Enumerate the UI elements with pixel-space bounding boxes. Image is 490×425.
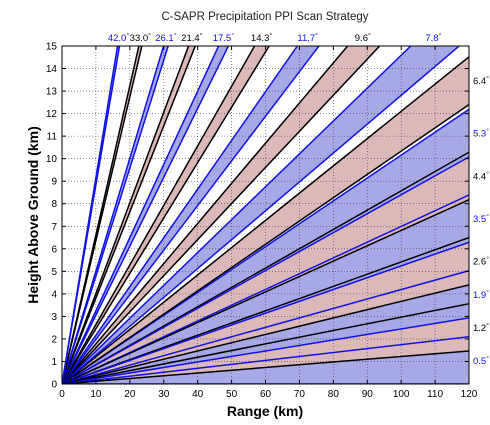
elevation-label-11.7: 11.7°	[297, 32, 318, 44]
beam-edge-6.4-upper	[62, 55, 469, 384]
beam-edge-3.5-lower	[62, 241, 469, 384]
y-tick-label: 4	[51, 289, 57, 300]
beam-edge-6.4-lower	[62, 103, 469, 384]
y-tick-label: 2	[51, 334, 57, 345]
elevation-label-3.5: 3.5°	[473, 213, 489, 225]
elevation-label-6.4: 6.4°	[473, 75, 489, 87]
beam-edge-7.8-lower	[62, 46, 461, 384]
y-tick-label: 10	[46, 154, 58, 165]
beam-edge-0.5-upper	[62, 336, 469, 384]
elevation-label-14.3: 14.3°	[251, 32, 273, 44]
degree-symbol: °	[126, 32, 129, 40]
x-tick-label: 50	[226, 389, 238, 400]
beam-edge-1.2-upper	[62, 302, 469, 384]
beam-edge-3.5-upper	[62, 194, 469, 384]
beam-edge-4.4-lower	[62, 198, 469, 384]
x-tick-label: 30	[158, 389, 170, 400]
y-tick-label: 5	[51, 267, 57, 278]
degree-symbol: °	[486, 128, 489, 136]
x-tick-label: 100	[393, 389, 410, 400]
y-axis-title: Height Above Ground (km)	[25, 126, 41, 304]
x-tick-label: 110	[427, 389, 443, 400]
x-tick-label: 80	[328, 389, 340, 400]
elevation-label-0.5: 0.5°	[473, 355, 489, 367]
beam-edge-1.2-lower	[62, 350, 469, 384]
degree-symbol: °	[368, 32, 371, 40]
x-tick-label: 20	[124, 389, 136, 400]
elevation-label-17.5: 17.5°	[213, 32, 235, 44]
y-tick-label: 15	[46, 42, 58, 53]
y-tick-label: 8	[51, 199, 57, 210]
degree-symbol: °	[486, 170, 489, 178]
degree-symbol: °	[486, 289, 489, 297]
beam-edge-2.6-upper	[62, 236, 469, 384]
y-tick-label: 0	[51, 380, 57, 391]
y-tick-label: 14	[46, 64, 58, 75]
elevation-label-33.0: 33.0°	[130, 32, 152, 44]
y-tick-label: 11	[47, 132, 58, 143]
elevation-label-4.4: 4.4°	[473, 170, 489, 182]
beam-edge-5.3-upper	[62, 108, 469, 384]
elevation-label-26.1: 26.1°	[155, 32, 177, 44]
degree-symbol: °	[269, 32, 272, 40]
x-tick-label: 60	[260, 389, 272, 400]
beam-edge-9.6-lower	[62, 46, 381, 384]
beam-edge-11.7-lower	[62, 46, 320, 384]
y-tick-label: 6	[51, 244, 57, 255]
elevation-label-1.2: 1.2°	[473, 322, 489, 334]
degree-symbol: °	[174, 32, 177, 40]
elevation-label-2.6: 2.6°	[473, 256, 489, 268]
y-tick-label: 7	[51, 222, 57, 233]
degree-symbol: °	[486, 75, 489, 83]
x-tick-label: 70	[294, 389, 306, 400]
x-axis-title: Range (km)	[227, 403, 303, 419]
x-tick-label: 0	[59, 389, 65, 400]
degree-symbol: °	[231, 32, 234, 40]
chart-title: C-SAPR Precipitation PPI Scan Strategy	[161, 11, 368, 23]
degree-symbol: °	[148, 32, 151, 40]
degree-symbol: °	[486, 322, 489, 330]
beam-edge-1.9-upper	[62, 269, 469, 384]
degree-symbol: °	[439, 32, 442, 40]
y-tick-label: 13	[46, 87, 58, 98]
y-tick-label: 12	[46, 109, 58, 120]
beam-edge-4.4-upper	[62, 151, 469, 384]
elevation-label-9.6: 9.6°	[355, 32, 371, 44]
x-tick-label: 10	[90, 389, 102, 400]
beam-edge-7.8-upper	[62, 46, 412, 384]
beam-edge-9.6-upper	[62, 46, 349, 384]
x-tick-label: 40	[192, 389, 204, 400]
beam-edge-1.9-lower	[62, 317, 469, 384]
beam-edges-group	[62, 46, 469, 384]
beam-edge-2.6-lower	[62, 284, 469, 384]
y-tick-label: 1	[51, 357, 57, 368]
degree-symbol: °	[486, 213, 489, 221]
y-tick-label: 3	[51, 312, 57, 323]
beam-edge-5.3-lower	[62, 156, 469, 384]
elevation-label-7.8: 7.8°	[425, 32, 441, 44]
beam-edge-11.7-upper	[62, 46, 299, 384]
elevation-label-5.3: 5.3°	[473, 128, 489, 140]
degree-symbol: °	[200, 32, 203, 40]
elevation-label-42.0: 42.0°	[108, 32, 130, 44]
degree-symbol: °	[486, 256, 489, 264]
degree-symbol: °	[486, 355, 489, 363]
x-tick-label: 120	[461, 389, 478, 400]
elevation-label-1.9: 1.9°	[473, 289, 489, 301]
elevation-label-21.4: 21.4°	[181, 32, 203, 44]
degree-symbol: °	[315, 32, 318, 40]
y-tick-label: 9	[51, 177, 57, 188]
x-tick-label: 90	[362, 389, 374, 400]
